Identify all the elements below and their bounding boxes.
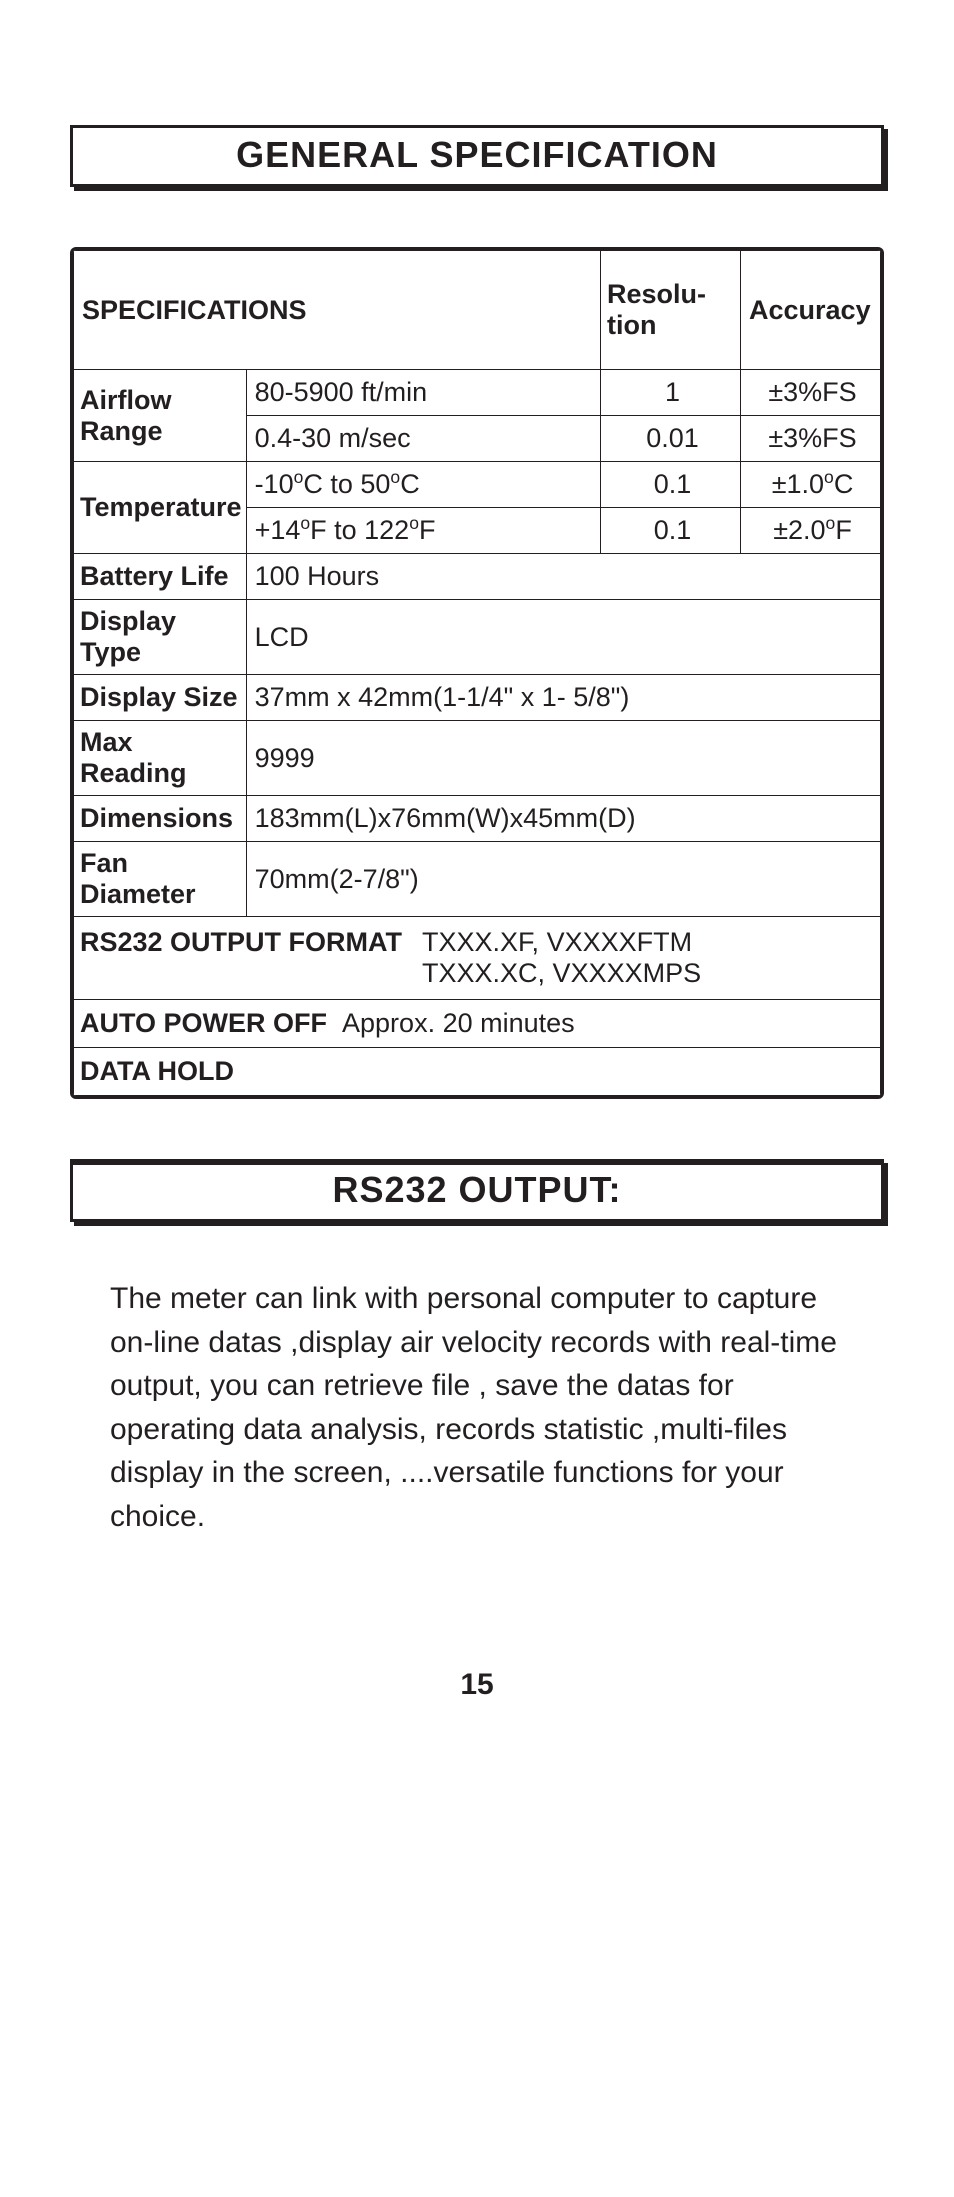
row-display-size: Display Size 37mm x 42mm(1-1/4" x 1- 5/8… xyxy=(74,675,881,721)
cell-temp-res-1: 0.1 xyxy=(601,462,741,508)
cell-temp-res-2: 0.1 xyxy=(601,508,741,554)
cell-display-size: 37mm x 42mm(1-1/4" x 1- 5/8") xyxy=(246,675,880,721)
cell-airflow-range-2: 0.4-30 m/sec xyxy=(246,416,600,462)
row-temp-1: Temperature -10oC to 50oC 0.1 ±1.0oC xyxy=(74,462,881,508)
row-fan-diameter: Fan Diameter 70mm(2-7/8") xyxy=(74,842,881,917)
label-dimensions: Dimensions xyxy=(74,796,247,842)
rs232-line1: TXXX.XF, VXXXXFTM xyxy=(422,927,692,957)
label-airflow: Airflow Range xyxy=(74,370,247,462)
cell-temp-acc-2: ±2.0oF xyxy=(741,508,881,554)
label-temperature: Temperature xyxy=(74,462,247,554)
cell-fan-diameter: 70mm(2-7/8") xyxy=(246,842,880,917)
page-number: 15 xyxy=(70,1668,884,1702)
label-display-size: Display Size xyxy=(74,675,247,721)
heading-text-2: RS232 OUTPUT: xyxy=(332,1169,621,1210)
cell-temp-range-2: +14oF to 122oF xyxy=(246,508,600,554)
row-data-hold: DATA HOLD xyxy=(74,1048,881,1096)
label-apo: AUTO POWER OFF xyxy=(80,1008,327,1038)
table-header-row: SPECIFICATIONS Resolu- tion Accuracy xyxy=(74,251,881,370)
cell-data-hold: DATA HOLD xyxy=(74,1048,881,1096)
cell-rs232: RS232 OUTPUT FORMAT TXXX.XF, VXXXXFTM TX… xyxy=(74,917,881,1000)
heading-rs232-output: RS232 OUTPUT: xyxy=(70,1159,884,1222)
row-battery: Battery Life 100 Hours xyxy=(74,554,881,600)
cell-display-type: LCD xyxy=(246,600,880,675)
row-dimensions: Dimensions 183mm(L)x76mm(W)x45mm(D) xyxy=(74,796,881,842)
row-display-type: Display Type LCD xyxy=(74,600,881,675)
cell-airflow-range-1: 80-5900 ft/min xyxy=(246,370,600,416)
label-fan-diameter: Fan Diameter xyxy=(74,842,247,917)
val-apo: Approx. 20 minutes xyxy=(342,1008,575,1038)
row-airflow-1: Airflow Range 80-5900 ft/min 1 ±3%FS xyxy=(74,370,881,416)
cell-max-reading: 9999 xyxy=(246,721,880,796)
label-max-reading: Max Reading xyxy=(74,721,247,796)
label-display-type: Display Type xyxy=(74,600,247,675)
header-specifications: SPECIFICATIONS xyxy=(74,251,601,370)
label-data-hold: DATA HOLD xyxy=(80,1056,234,1086)
row-auto-power-off: AUTO POWER OFF Approx. 20 minutes xyxy=(74,1000,881,1048)
cell-airflow-res-1: 1 xyxy=(601,370,741,416)
header-resolution: Resolu- tion xyxy=(601,251,741,370)
heading-general-spec: GENERAL SPECIFICATION xyxy=(70,125,884,187)
cell-airflow-acc-1: ±3%FS xyxy=(741,370,881,416)
cell-dimensions: 183mm(L)x76mm(W)x45mm(D) xyxy=(246,796,880,842)
label-battery: Battery Life xyxy=(74,554,247,600)
body-paragraph: The meter can link with personal compute… xyxy=(70,1277,884,1538)
cell-battery: 100 Hours xyxy=(246,554,880,600)
row-max-reading: Max Reading 9999 xyxy=(74,721,881,796)
rs232-line2: TXXX.XC, VXXXXMPS xyxy=(422,958,701,988)
heading-text: GENERAL SPECIFICATION xyxy=(236,134,718,175)
label-rs232: RS232 OUTPUT FORMAT xyxy=(80,927,402,989)
header-accuracy: Accuracy xyxy=(741,251,881,370)
cell-airflow-acc-2: ±3%FS xyxy=(741,416,881,462)
specification-table: SPECIFICATIONS Resolu- tion Accuracy Air… xyxy=(70,247,884,1099)
row-rs232: RS232 OUTPUT FORMAT TXXX.XF, VXXXXFTM TX… xyxy=(74,917,881,1000)
cell-airflow-res-2: 0.01 xyxy=(601,416,741,462)
cell-temp-range-1: -10oC to 50oC xyxy=(246,462,600,508)
cell-temp-acc-1: ±1.0oC xyxy=(741,462,881,508)
cell-auto-power-off: AUTO POWER OFF Approx. 20 minutes xyxy=(74,1000,881,1048)
page-container: GENERAL SPECIFICATION SPECIFICATIONS Res… xyxy=(0,0,954,1782)
